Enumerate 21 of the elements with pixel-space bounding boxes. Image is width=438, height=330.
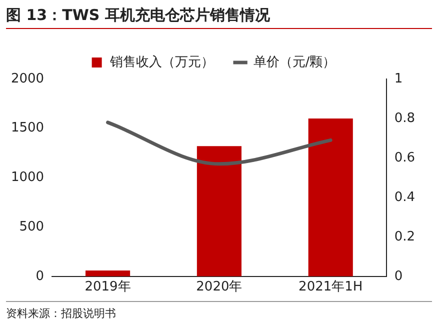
y-tick-label: 500 xyxy=(19,219,44,234)
y2-tick-label: 0.2 xyxy=(394,229,416,244)
legend-label: 单价（元/颗） xyxy=(253,54,336,70)
y2-tick-label: 0 xyxy=(394,268,403,284)
bar xyxy=(308,118,353,276)
chart-title: 图 13：TWS 耳机充电仓芯片销售情况 xyxy=(6,6,432,29)
legend-label: 销售收入（万元） xyxy=(108,54,214,70)
y-tick-label: 1500 xyxy=(10,120,44,136)
y-tick-label: 0 xyxy=(36,268,44,284)
text: 资料来源：招股说明书 xyxy=(6,301,432,321)
y2-tick-label: 0.8 xyxy=(394,110,416,126)
x-tick-label: 2019年 xyxy=(84,280,131,295)
y2-tick-label: 0.4 xyxy=(394,190,416,205)
y-tick-label: 2000 xyxy=(10,71,44,86)
bar xyxy=(196,146,242,276)
y-tick-label: 1000 xyxy=(10,170,44,186)
x-tick-label: 2020年 xyxy=(196,280,242,295)
y2-tick-label: 1 xyxy=(394,71,403,86)
y2-tick-label: 0.6 xyxy=(394,150,416,166)
x-tick-label: 2021年1H xyxy=(298,280,363,295)
bar xyxy=(86,270,130,276)
